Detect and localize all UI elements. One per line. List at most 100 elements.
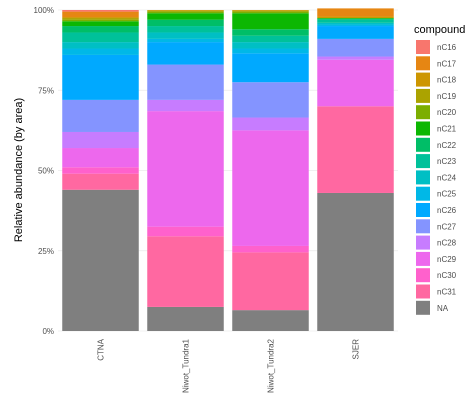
bar-segment [232,11,309,14]
bar-segment [62,18,139,20]
bar-segment [147,236,224,307]
bar-segment [62,131,139,149]
bar-segment [62,21,139,27]
bar-segment [317,16,394,19]
legend-key [416,170,430,185]
bar-segment [317,192,394,331]
legend-key [416,105,430,120]
y-tick-label: 25% [38,247,54,256]
bar-segment [317,19,394,23]
legend-label: nC28 [437,239,457,248]
bar-segment [232,10,309,12]
bar-segment [62,167,139,174]
legend-key [416,203,430,217]
bar-segment [147,26,224,33]
legend-key [416,137,430,152]
bar-segment [62,189,139,331]
legend-key [416,40,430,54]
x-tick-label: Niwot_Tundra2 [267,338,276,393]
bar-segment [232,82,309,118]
bar-segment [232,117,309,131]
legend-key [416,251,430,266]
bar-segment [62,42,139,49]
legend-label: nC16 [437,43,457,52]
bar-segment [317,26,394,39]
legend-label: nC20 [437,108,457,117]
bar-segment [62,11,139,18]
bar-segment [62,54,139,100]
legend-key [416,121,430,136]
bar-segment [147,226,224,237]
bar-segment [62,148,139,168]
bar-segment [317,106,394,193]
bar-segment [147,99,224,112]
legend-key [416,56,430,71]
legend-label: nC24 [437,173,457,182]
legend-label: nC21 [437,125,457,134]
legend-label: nC22 [437,141,457,150]
bar-segment [317,38,394,57]
legend-key [416,300,430,315]
legend-key [416,284,430,299]
legend-label: nC30 [437,271,457,280]
bar-segment [232,42,309,49]
y-axis-title: Relative abundance (by area) [13,98,25,242]
legend-label: nC26 [437,206,457,215]
legend-key [416,88,430,103]
bar-segment [147,32,224,39]
bar-segment [62,48,139,55]
bar-segment [147,111,224,227]
x-tick-label: CTNA [97,338,106,360]
bar-segment [232,245,309,253]
bar-segment [147,10,224,12]
legend-key [416,72,430,87]
bar-segment [317,24,394,27]
legend-label: nC31 [437,288,457,297]
legend-label: nC27 [437,222,457,231]
y-tick-label: 50% [38,167,54,176]
legend-key [416,235,430,250]
legend-key [416,268,430,283]
bar-segment [317,22,394,25]
bar-segment [232,35,309,43]
bar-segment [62,99,139,132]
bar-segment [147,306,224,331]
bar-segment [147,10,224,11]
y-tick-label: 100% [34,6,54,15]
bar-segment [147,64,224,100]
bar-segment [232,13,309,30]
legend-label: nC23 [437,157,457,166]
bar-segment [147,42,224,65]
bar-segment [62,10,139,12]
legend-key [416,186,430,201]
bar-segment [147,38,224,43]
y-tick-label: 0% [42,327,54,336]
legend-title: compound [414,24,465,36]
legend-label: nC25 [437,190,457,199]
legend-key [416,154,430,169]
bar-segment [317,18,394,19]
bar-segment [232,252,309,311]
bar-segment [62,32,139,43]
bar-segment [232,10,309,11]
legend-label: nC17 [437,59,457,68]
legend-label: nC18 [437,76,457,85]
bar-segment [232,310,309,331]
bar-segment [62,173,139,190]
bar-segment [62,26,139,33]
bar-segment [147,13,224,20]
legend-label: nC19 [437,92,457,101]
bar-segment [147,11,224,14]
legend-label: NA [437,304,449,313]
bar-segment [62,19,139,22]
bar-segment [62,17,139,19]
bar-segment [317,18,394,20]
bar-segment [232,53,309,83]
bar-segment [232,48,309,54]
x-tick-label: SJER [352,339,361,360]
y-tick-label: 75% [38,86,54,95]
bar-segment [147,19,224,27]
bar-segment [317,59,394,107]
x-tick-label: Niwot_Tundra1 [182,338,191,393]
